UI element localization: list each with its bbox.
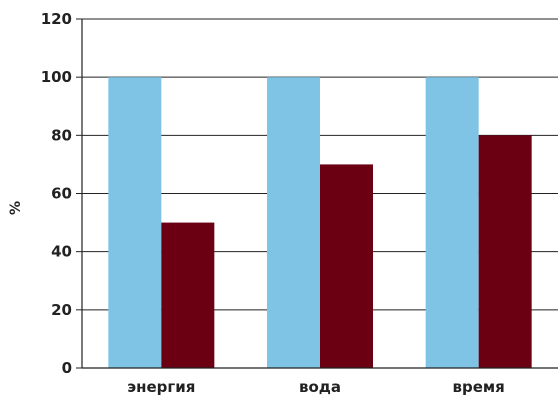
bars	[108, 77, 532, 369]
y-tick-label: 80	[51, 126, 72, 144]
y-tick-label: 100	[41, 68, 72, 86]
y-tick-labels: 0 20 40 60 80 100 120	[41, 10, 72, 377]
bar	[161, 222, 215, 368]
y-tick-label: 20	[51, 301, 72, 319]
bar	[108, 77, 162, 369]
x-category-label: энергия	[127, 378, 195, 396]
axes	[76, 18, 558, 369]
x-category-label: время	[453, 378, 505, 396]
y-tick-label: 40	[51, 243, 72, 261]
bar	[425, 77, 479, 369]
y-axis-label: %	[8, 201, 24, 215]
y-tick-label: 60	[51, 185, 72, 203]
x-category-label: вода	[299, 378, 341, 396]
bar	[478, 135, 532, 368]
bar	[267, 77, 320, 369]
bar	[320, 164, 373, 368]
x-category-labels: энергия вода время	[127, 378, 505, 396]
y-tick-label: 120	[41, 10, 72, 28]
y-tick-label: 0	[62, 359, 72, 377]
